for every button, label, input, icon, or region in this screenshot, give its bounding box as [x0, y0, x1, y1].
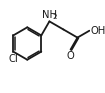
Text: O: O: [67, 51, 74, 61]
Text: OH: OH: [90, 26, 105, 36]
Text: Cl: Cl: [8, 54, 18, 64]
Text: NH: NH: [42, 9, 57, 20]
Text: 2: 2: [53, 14, 57, 20]
